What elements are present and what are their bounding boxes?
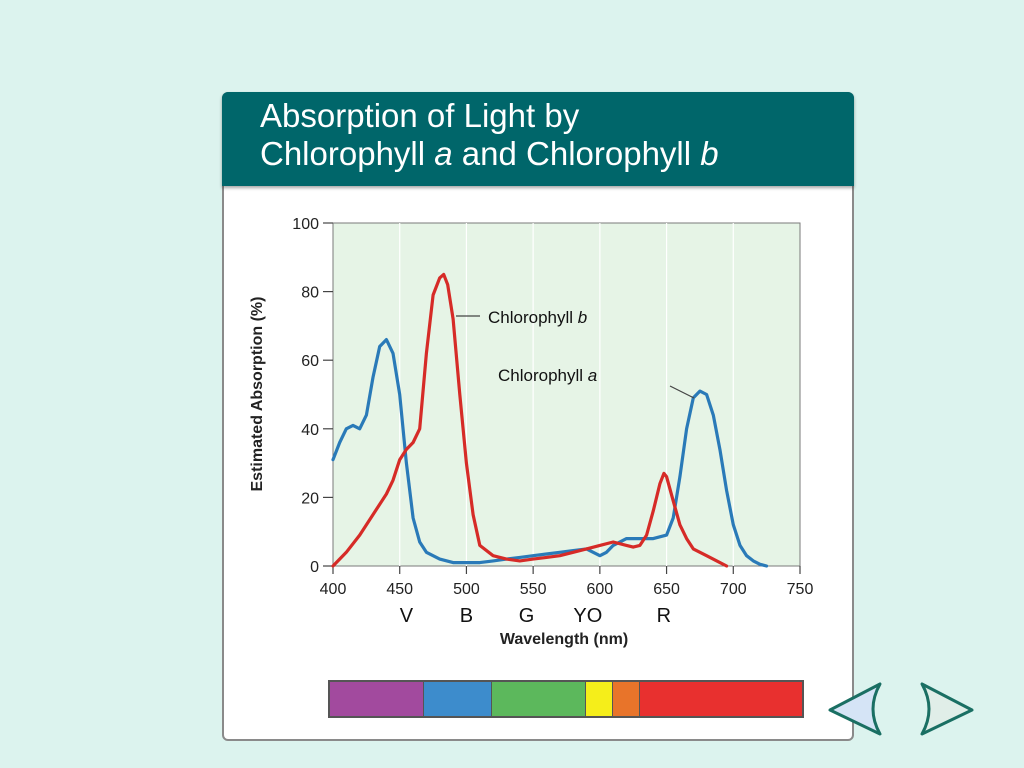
annotation-label-b: Chlorophyll b	[488, 308, 587, 327]
band-label: R	[657, 605, 671, 627]
x-tick-label: 700	[720, 581, 747, 598]
x-gridlines	[399, 223, 734, 566]
spectrum-segment-violet	[330, 682, 425, 716]
visible-spectrum-bar	[328, 680, 804, 718]
title-text-and-chlorophyll: and Chlorophyll	[452, 135, 701, 172]
page-title-line-1: Absorption of Light by	[260, 97, 580, 134]
y-tick-label: 60	[301, 353, 319, 370]
x-tick-label: 550	[520, 581, 547, 598]
x-tick-label: 450	[386, 581, 413, 598]
spectrum-segment-orange	[613, 682, 641, 716]
y-tick-label: 40	[301, 422, 319, 439]
absorption-chart: 0 20 40 60 80 100 400 450 500 550 600 650 700 750 V B…	[249, 216, 814, 648]
annotation-italic-a: a	[588, 366, 597, 385]
band-label: B	[460, 605, 473, 627]
title-italic-b: b	[700, 135, 719, 172]
series-line-chlorophyll-b	[331, 272, 729, 568]
x-tick-label: 600	[587, 581, 614, 598]
y-tick-label: 0	[310, 559, 319, 576]
annotation-leader-a	[669, 385, 695, 399]
left-arrow-icon	[828, 682, 882, 736]
x-tick-label: 750	[787, 581, 814, 598]
y-tick-label: 100	[292, 216, 319, 233]
x-axis-label: Wavelength (nm)	[500, 631, 628, 648]
x-axis: 400 450 500 550 600 650 700 750	[320, 566, 814, 598]
previous-slide-button[interactable]	[826, 680, 892, 738]
spectrum-segment-red	[640, 682, 802, 716]
title-text-chlorophyll: Chlorophyll	[260, 135, 435, 172]
spectrum-segment-green	[491, 682, 587, 716]
color-band-labels: V B G YO R	[400, 605, 671, 627]
y-tick-label: 80	[301, 285, 319, 302]
annotation-text-b: Chlorophyll	[488, 308, 578, 327]
x-tick-label: 650	[653, 581, 680, 598]
annotation-italic-b: b	[578, 308, 587, 327]
x-tick-label: 500	[453, 581, 480, 598]
band-label: G	[519, 605, 535, 627]
band-label: YO	[573, 605, 602, 627]
y-axis-label: Estimated Absorption (%)	[249, 297, 266, 492]
right-arrow-icon	[920, 682, 974, 736]
title-italic-a: a	[434, 135, 453, 172]
series-lines	[331, 272, 769, 568]
y-tick-label: 20	[301, 490, 319, 507]
spectrum-segment-yellow	[586, 682, 614, 716]
y-axis: 0 20 40 60 80 100	[292, 216, 333, 576]
x-tick-label: 400	[320, 581, 347, 598]
annotation-chlorophyll-a: Chlorophyll a	[498, 366, 695, 399]
series-line-chlorophyll-a	[331, 338, 769, 568]
next-slide-button[interactable]	[910, 680, 976, 738]
annotation-text-a: Chlorophyll	[498, 366, 588, 385]
title-bar: Absorption of Light by Chlorophyll a and…	[222, 92, 854, 186]
band-label: V	[400, 605, 414, 627]
annotation-chlorophyll-b: Chlorophyll b	[456, 308, 587, 327]
page-title-line-2: Chlorophyll a and Chlorophyll b	[260, 136, 719, 172]
spectrum-segment-blue	[424, 682, 492, 716]
annotation-label-a: Chlorophyll a	[498, 366, 597, 385]
